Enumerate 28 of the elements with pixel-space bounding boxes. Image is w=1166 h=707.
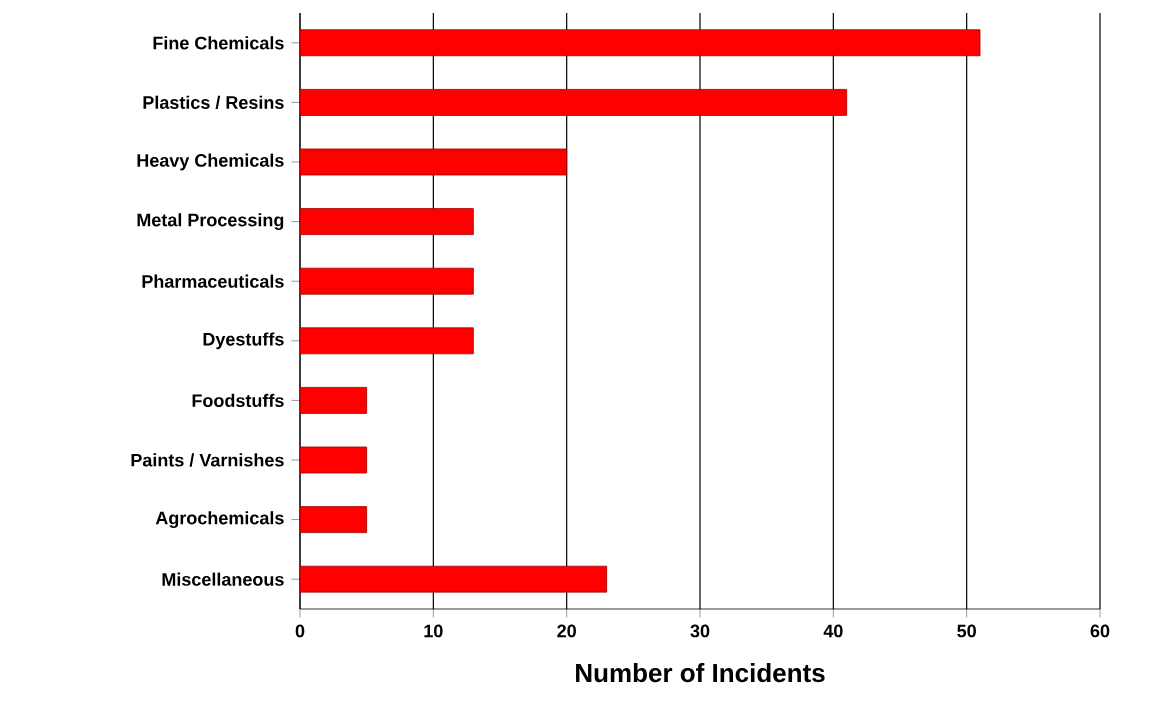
x-tick-label: 50 (957, 624, 976, 638)
y-tick-label: Plastics / Resins (143, 95, 284, 110)
y-tick-label: Paints / Varnishes (131, 453, 284, 467)
y-tick-label: Dyestuffs (203, 332, 284, 350)
bar (300, 327, 474, 355)
y-tick-label: Miscellaneous (162, 572, 284, 586)
bar (300, 208, 474, 235)
x-tick-label: 40 (823, 624, 843, 638)
bar (300, 89, 848, 116)
bar (300, 387, 368, 414)
y-tick-label: Fine Chemicals (153, 36, 284, 50)
x-tick-label: 30 (690, 624, 710, 638)
x-axis-title: Number of Incidents (576, 663, 825, 683)
y-tick-label: Heavy Chemicals (137, 153, 284, 171)
bar (300, 446, 368, 474)
bar (300, 565, 608, 593)
y-tick-label: Metal Processing (137, 213, 284, 231)
bar (300, 267, 474, 295)
bar (300, 506, 368, 534)
x-tick-label: 0 (295, 624, 305, 638)
y-tick-label: Foodstuffs (192, 393, 284, 408)
y-tick-label: Pharmaceuticals (142, 274, 284, 288)
bar (300, 148, 568, 176)
bar (300, 29, 981, 57)
x-tick-label: 60 (1090, 624, 1110, 638)
x-tick-label: 20 (557, 624, 576, 638)
y-tick-label: Agrochemicals (155, 511, 284, 529)
x-tick-label: 10 (424, 624, 443, 638)
